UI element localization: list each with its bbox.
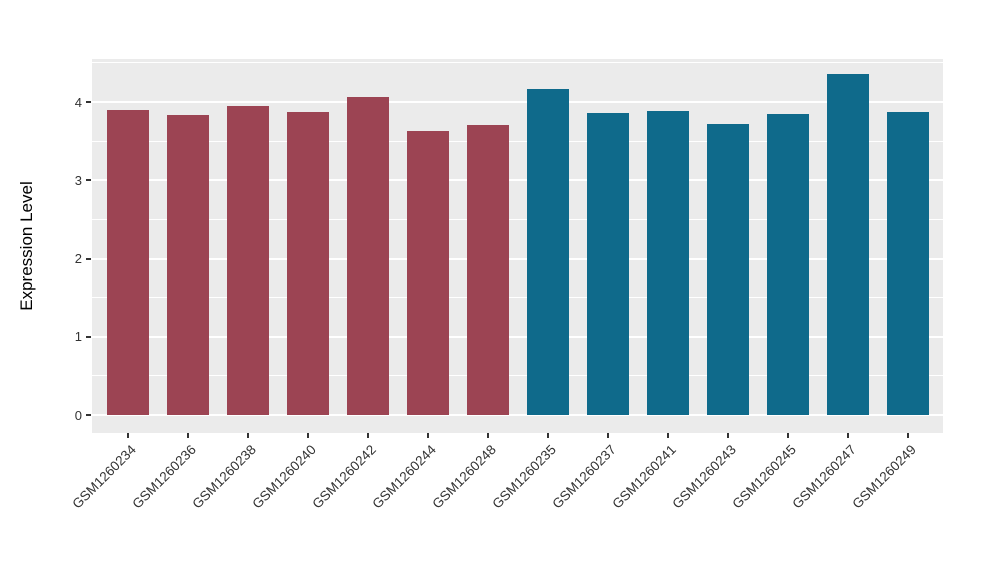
x-tick-label: GSM1260244 (369, 442, 439, 512)
x-tick-mark (187, 433, 189, 438)
bar (227, 105, 269, 415)
x-tick-mark (727, 433, 729, 438)
x-tick-mark (427, 433, 429, 438)
x-tick-label: GSM1260248 (429, 442, 499, 512)
minor-gridline (92, 375, 943, 377)
minor-gridline (92, 218, 943, 220)
major-gridline (92, 179, 943, 182)
y-tick-mark (86, 335, 91, 338)
y-tick-label: 0 (74, 407, 82, 423)
x-tick-label: GSM1260240 (249, 442, 319, 512)
x-tick-mark (367, 433, 369, 438)
bar (467, 125, 509, 415)
major-gridline (92, 257, 943, 260)
x-tick-label: GSM1260234 (69, 442, 139, 512)
plot-panel (92, 59, 943, 433)
bar (707, 123, 749, 415)
bar (827, 73, 869, 415)
x-tick-mark (607, 433, 609, 438)
y-tick-label: 1 (74, 329, 82, 345)
x-tick-label: GSM1260241 (609, 442, 679, 512)
y-tick-label: 2 (74, 251, 82, 266)
major-gridline (92, 101, 943, 103)
y-tick-mark (86, 257, 91, 260)
x-tick-label: GSM1260236 (129, 442, 199, 512)
x-tick-label: GSM1260247 (789, 442, 859, 512)
x-tick-label: GSM1260245 (729, 442, 799, 512)
bar (527, 89, 569, 415)
minor-gridline (92, 297, 943, 299)
x-tick-label: GSM1260242 (309, 442, 379, 512)
x-tick-mark (247, 433, 249, 438)
x-tick-label: GSM1260249 (849, 442, 919, 512)
y-tick-mark (86, 414, 91, 416)
bar (647, 110, 689, 415)
x-tick-mark (907, 433, 909, 438)
x-tick-mark (307, 433, 309, 438)
x-tick-label: GSM1260243 (669, 442, 739, 512)
y-axis-title: Expression Level (17, 181, 36, 311)
x-tick-mark (667, 433, 669, 438)
major-gridline (92, 335, 943, 338)
x-tick-mark (787, 433, 789, 438)
x-tick-label: GSM1260235 (489, 442, 559, 512)
bar (167, 114, 209, 415)
y-tick-label: 3 (74, 172, 82, 188)
bar (407, 130, 449, 415)
minor-gridline (92, 140, 943, 142)
bar (887, 112, 929, 415)
bar (587, 112, 629, 415)
bar (347, 97, 389, 415)
bar (767, 113, 809, 415)
x-tick-label: GSM1260237 (549, 442, 619, 512)
y-tick-mark (86, 101, 91, 103)
x-tick-mark (547, 433, 549, 438)
x-tick-mark (847, 433, 849, 438)
bar (107, 109, 149, 415)
bar (287, 112, 329, 415)
major-gridline (92, 414, 943, 416)
y-tick-mark (86, 179, 91, 182)
minor-gridline (92, 62, 943, 64)
x-tick-mark (127, 433, 129, 438)
y-tick-label: 4 (74, 94, 82, 110)
x-tick-mark (487, 433, 489, 438)
x-tick-label: GSM1260238 (189, 442, 259, 512)
